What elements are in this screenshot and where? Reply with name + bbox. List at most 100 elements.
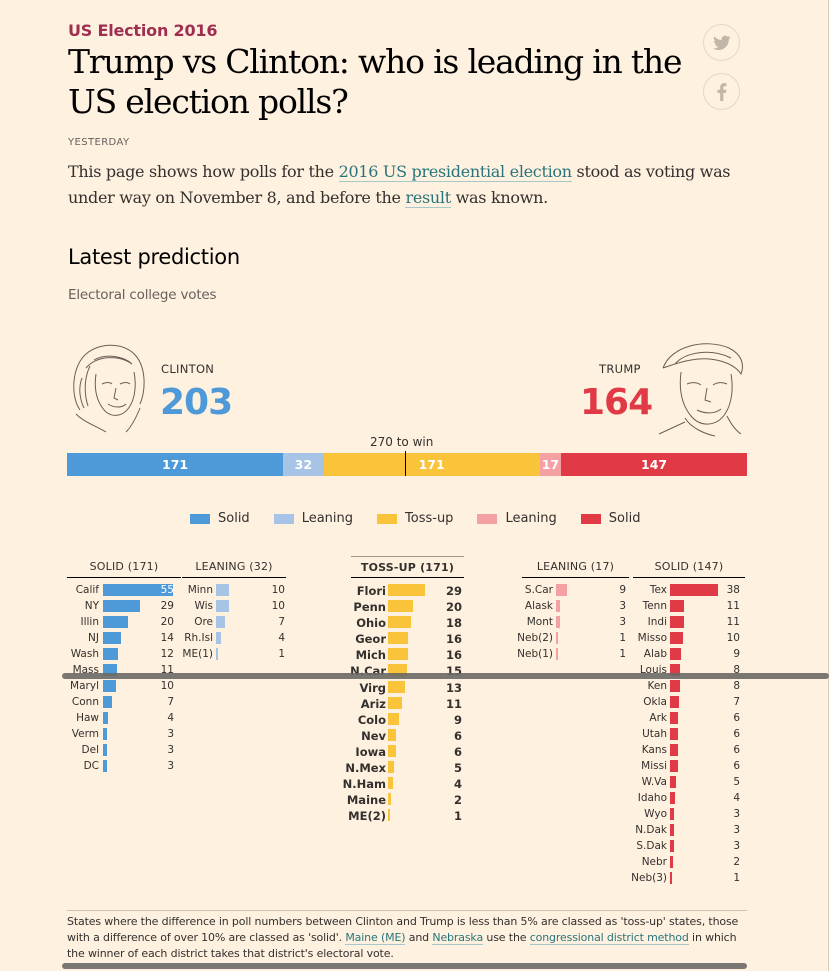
state-bar <box>216 632 222 644</box>
state-votes: 7 <box>278 616 285 628</box>
state-row: Rh.Isl 4 <box>182 630 286 646</box>
state-name: Haw <box>76 712 99 724</box>
scrollbar-track-line <box>62 673 829 679</box>
state-bar <box>388 793 391 806</box>
state-bar <box>670 728 678 740</box>
nebraska-link[interactable]: Nebraska <box>432 931 484 945</box>
state-votes: 3 <box>619 600 626 612</box>
state-row: Ken 8 <box>633 678 745 694</box>
state-bar <box>670 616 684 628</box>
state-votes: 55 <box>160 584 174 596</box>
congressional-district-link[interactable]: congressional district method <box>529 931 689 945</box>
state-name: Alask <box>524 600 553 612</box>
state-votes: 3 <box>167 744 174 756</box>
state-bar <box>103 616 129 628</box>
legend-swatch <box>377 513 398 524</box>
state-votes: 6 <box>453 728 462 743</box>
state-name: Idaho <box>637 792 667 804</box>
legend-swatch <box>190 513 210 524</box>
state-bar <box>103 632 121 644</box>
state-votes: 12 <box>160 648 174 660</box>
state-votes: 2 <box>453 793 462 808</box>
state-row: Wash 12 <box>67 646 181 662</box>
section-subtitle: Electoral college votes <box>68 287 217 303</box>
state-votes: 38 <box>726 584 740 596</box>
state-name: Tex <box>649 584 667 596</box>
bar-segment: 32 <box>283 453 324 476</box>
state-votes: 14 <box>160 632 174 644</box>
state-bar <box>388 728 396 741</box>
state-name: Kans <box>641 744 667 756</box>
state-row: Tex 38 <box>633 582 745 598</box>
state-votes: 6 <box>453 744 462 759</box>
state-bar <box>216 648 218 660</box>
state-votes: 10 <box>160 680 174 692</box>
state-name: Mich <box>355 648 386 663</box>
state-name: Conn <box>71 696 99 708</box>
state-name: N.Mex <box>345 761 386 776</box>
state-name: Geor <box>355 632 386 647</box>
election-link[interactable]: 2016 US presidential election <box>338 162 572 182</box>
state-bar <box>388 680 405 693</box>
state-row: Wis 10 <box>182 598 286 614</box>
state-votes: 13 <box>445 680 462 695</box>
state-name: Virg <box>359 680 386 695</box>
state-name: ME(2) <box>348 809 386 824</box>
state-name: Verm <box>71 728 99 740</box>
state-row: S.Car 9 <box>522 582 629 598</box>
state-name: Wyo <box>644 808 667 820</box>
state-votes: 4 <box>453 777 462 792</box>
state-name: S.Car <box>524 584 553 596</box>
state-name: Nebr <box>641 856 667 868</box>
standfirst: This page shows how polls for the 2016 U… <box>68 159 758 211</box>
state-bar <box>670 824 674 836</box>
state-votes: 1 <box>619 648 626 660</box>
state-row: Alask 3 <box>522 598 629 614</box>
state-votes: 6 <box>733 744 740 756</box>
state-votes: 6 <box>733 760 740 772</box>
legend-label: Solid <box>218 511 250 526</box>
state-name: Utah <box>642 728 667 740</box>
state-bar <box>388 696 402 709</box>
state-votes: 3 <box>733 840 740 852</box>
result-link[interactable]: result <box>405 188 451 208</box>
twitter-icon <box>712 35 731 50</box>
state-bar <box>670 872 672 884</box>
state-votes: 29 <box>445 584 462 598</box>
state-votes: 11 <box>445 696 462 711</box>
state-votes: 16 <box>445 648 462 663</box>
state-row: Idaho 4 <box>633 790 745 806</box>
state-votes: 4 <box>733 792 740 804</box>
state-bar <box>670 776 677 788</box>
state-votes: 8 <box>733 680 740 692</box>
standfirst-text: stood as voting was under way on Novembe… <box>68 162 731 207</box>
state-name: S.Dak <box>636 840 667 852</box>
section-kicker[interactable]: US Election 2016 <box>68 21 218 40</box>
facebook-share-button[interactable] <box>703 73 740 110</box>
state-row: Ariz 11 <box>351 695 464 711</box>
state-row: Missi 6 <box>633 758 745 774</box>
state-votes: 3 <box>619 616 626 628</box>
clinton-label: CLINTON <box>161 362 215 376</box>
state-votes: 29 <box>160 600 174 612</box>
state-bar <box>670 808 674 820</box>
state-votes: 1 <box>733 872 740 884</box>
state-name: Illin <box>80 616 99 628</box>
state-row: Maine 2 <box>347 791 464 808</box>
maine-link[interactable]: Maine (ME) <box>345 931 406 945</box>
legend-item: Solid <box>580 511 640 526</box>
page-title: Trump vs Clinton: who is leading in the … <box>68 42 682 121</box>
state-votes: 11 <box>726 616 740 628</box>
state-bar <box>556 584 568 596</box>
state-row: Nev 6 <box>351 727 464 743</box>
legend-label: Leaning <box>301 511 354 526</box>
column-header: SOLID (147) <box>633 556 745 578</box>
footnote-text: States where the difference in poll numb… <box>67 915 739 944</box>
state-name: Nev <box>361 728 386 743</box>
twitter-share-button[interactable] <box>703 24 740 61</box>
state-bar <box>103 680 116 692</box>
state-name: ME(1) <box>182 648 213 660</box>
state-name: Okla <box>643 696 667 708</box>
state-bar <box>103 648 119 660</box>
clinton-votes: 203 <box>160 382 233 423</box>
